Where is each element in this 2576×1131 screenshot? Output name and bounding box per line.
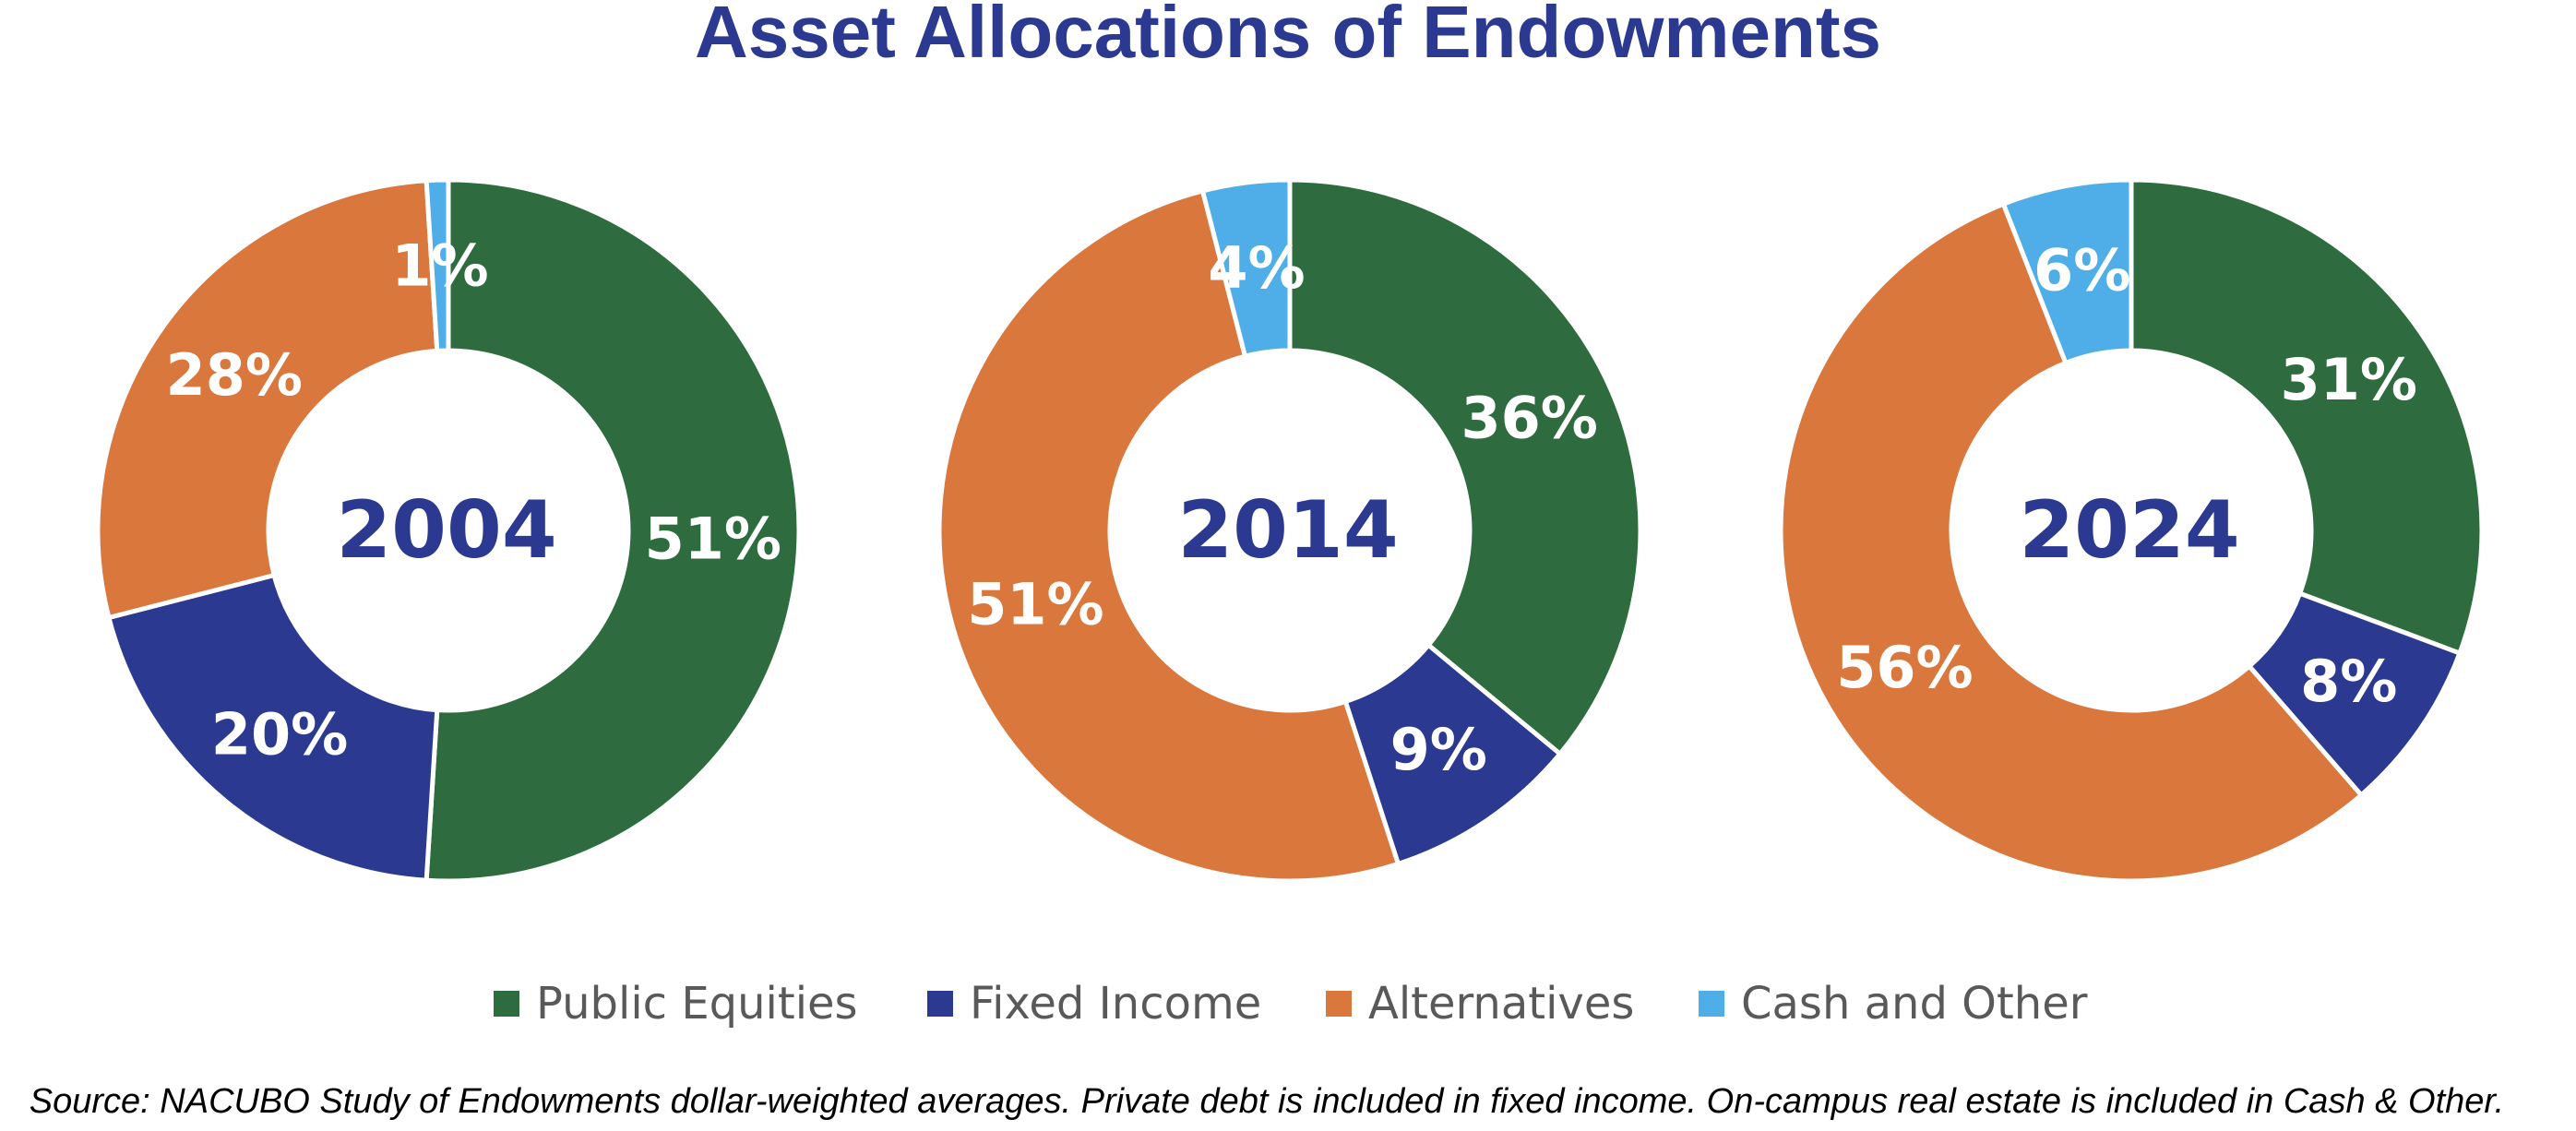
slice-public-equities-2004	[423, 177, 802, 884]
legend-item-fixed-income: Fixed Income	[927, 978, 1261, 1030]
donut-chart-2014: 36% 9% 51% 4% 2014	[936, 177, 1643, 884]
legend-swatch-cash-and-other	[1699, 991, 1724, 1017]
slice-label-public-equities-2014: 36%	[1461, 384, 1597, 451]
legend-label-public-equities: Public Equities	[536, 978, 858, 1030]
slice-label-fixed-income-2014: 9%	[1390, 716, 1487, 783]
slice-alternatives-2004	[95, 178, 440, 621]
slice-cash-and-other-2024	[2000, 177, 2134, 365]
slice-label-cash-and-other-2004: 1%	[391, 232, 488, 300]
donut-chart-2004: 51% 20% 28% 1% 2004	[95, 177, 802, 884]
slice-public-equities-2014	[1287, 177, 1643, 756]
legend: Public Equities Fixed Income Alternatives C…	[494, 978, 2088, 1030]
slice-alternatives-2014	[936, 188, 1401, 884]
slice-label-fixed-income-2024: 8%	[2300, 648, 2397, 715]
slice-label-alternatives-2024: 56%	[1836, 634, 1973, 701]
donut-charts-group: 51% 20% 28% 1% 2004 36% 9% 51% 4% 2014 31% 8% 56% 6% 2…	[95, 177, 2485, 884]
slice-label-public-equities-2024: 31%	[2281, 346, 2417, 413]
legend-item-public-equities: Public Equities	[494, 978, 858, 1030]
center-label-year: 2024	[2019, 484, 2239, 577]
slice-label-fixed-income-2004: 20%	[211, 701, 348, 768]
slice-label-alternatives-2014: 51%	[967, 571, 1103, 638]
slice-label-cash-and-other-2014: 4%	[1208, 234, 1305, 302]
center-label-year: 2014	[1177, 484, 1398, 577]
legend-item-cash-and-other: Cash and Other	[1699, 978, 2088, 1030]
legend-label-fixed-income: Fixed Income	[970, 978, 1261, 1030]
slice-label-public-equities-2004: 51%	[645, 506, 781, 573]
slice-label-cash-and-other-2024: 6%	[2033, 236, 2130, 304]
legend-swatch-public-equities	[494, 991, 519, 1017]
slice-label-alternatives-2004: 28%	[166, 341, 303, 409]
legend-label-alternatives: Alternatives	[1368, 978, 1634, 1030]
source-note: Source: NACUBO Study of Endowments dolla…	[30, 1082, 2504, 1121]
legend-swatch-alternatives	[1326, 991, 1352, 1017]
slice-public-equities-2024	[2129, 177, 2485, 656]
center-label-year: 2004	[336, 484, 556, 577]
slice-alternatives-2024	[1778, 201, 2364, 884]
slice-cash-and-other-2014	[1200, 177, 1293, 359]
legend-label-cash-and-other: Cash and Other	[1741, 978, 2088, 1030]
legend-swatch-fixed-income	[927, 991, 953, 1017]
donut-chart-2024: 31% 8% 56% 6% 2024	[1778, 177, 2485, 884]
slice-fixed-income-2004	[106, 572, 440, 883]
chart-title: Asset Allocations of Endowments	[695, 0, 1881, 73]
slice-cash-and-other-2004	[423, 177, 451, 353]
legend-item-alternatives: Alternatives	[1326, 978, 1634, 1030]
